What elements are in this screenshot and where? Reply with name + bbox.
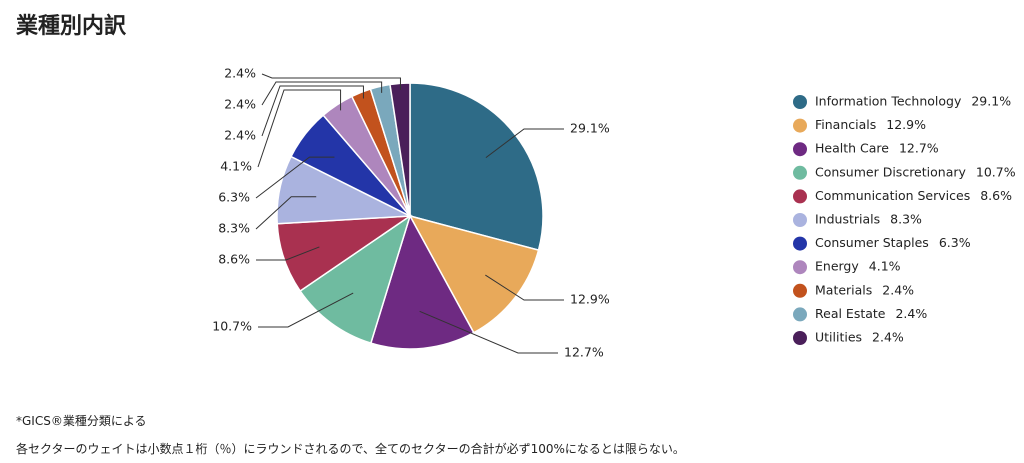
data-label: 12.7% <box>564 345 604 360</box>
data-label: 6.3% <box>218 190 250 205</box>
legend-marker <box>793 95 807 109</box>
legend-label: Materials <box>815 282 872 297</box>
note: *GICS®業種分類による <box>16 414 147 428</box>
pie-slice <box>408 214 540 334</box>
page-title: 業種別内訳 <box>16 14 127 39</box>
pie-slice <box>389 82 411 217</box>
legend-label: Industrials <box>815 212 880 227</box>
legend-value: 6.3% <box>939 235 971 250</box>
legend-label: Health Care <box>815 141 889 156</box>
data-label: 12.9% <box>570 292 610 307</box>
legend-value: 10.7% <box>976 164 1016 179</box>
leader-line <box>261 81 383 106</box>
legend-value: 12.9% <box>886 117 926 132</box>
leader-line <box>257 89 342 168</box>
legend-label: Consumer Staples <box>815 235 929 250</box>
leader-line <box>419 310 558 354</box>
legend-marker <box>793 142 807 157</box>
legend-marker <box>793 307 807 322</box>
legend-value: 8.6% <box>980 188 1012 203</box>
legend-value: 4.1% <box>869 259 901 274</box>
leader-line <box>255 196 317 230</box>
legend-marker <box>793 236 807 251</box>
legend-label: Real Estate <box>815 306 886 321</box>
leader-line <box>261 85 364 137</box>
leader-line <box>258 292 354 328</box>
legend-value: 2.4% <box>882 282 914 297</box>
leader-line <box>485 128 564 159</box>
legend-marker <box>793 260 807 275</box>
legend-marker <box>793 213 807 227</box>
legend-label: Utilities <box>815 330 862 345</box>
legend-value: 12.7% <box>899 141 939 156</box>
leader-line <box>256 246 320 261</box>
data-label: 8.3% <box>218 221 250 236</box>
data-label: 29.1% <box>570 121 610 136</box>
leader-line <box>255 156 335 199</box>
legend-label: Energy <box>815 259 859 274</box>
data-label: 4.1% <box>220 159 252 174</box>
legend-value: 2.4% <box>895 306 927 321</box>
legend-label: Financials <box>815 117 876 132</box>
pie-slice <box>299 214 412 345</box>
legend-marker <box>793 189 807 204</box>
pie-slice <box>369 214 475 350</box>
data-label: 2.4% <box>224 128 256 143</box>
data-label: 2.4% <box>224 97 256 112</box>
data-label: 2.4% <box>224 66 256 81</box>
leader-line <box>261 73 401 91</box>
legend-value: 29.1% <box>971 94 1011 109</box>
legend-value: 8.3% <box>890 212 922 227</box>
legend-marker <box>793 165 807 180</box>
chart: 29.1% 12.9% 12.7% 10.7% 8.6% 8.3% 6.3% 4.1% 2.4%… <box>212 66 1016 360</box>
legend-label: Information Technology <box>815 94 962 109</box>
data-label: 8.6% <box>218 252 250 267</box>
legend-marker <box>793 331 807 345</box>
data-label: 10.7% <box>212 319 252 334</box>
note: 各セクターのウェイトは小数点１桁（％）にラウンドされるので、全てのセクターの合計… <box>16 442 685 456</box>
legend-label: Consumer Discretionary <box>815 164 966 179</box>
legend-marker <box>793 118 807 133</box>
leader-line <box>485 274 564 301</box>
legend-value: 2.4% <box>872 330 904 345</box>
legend-label: Communication Services <box>815 188 970 203</box>
legend-marker <box>793 283 807 298</box>
